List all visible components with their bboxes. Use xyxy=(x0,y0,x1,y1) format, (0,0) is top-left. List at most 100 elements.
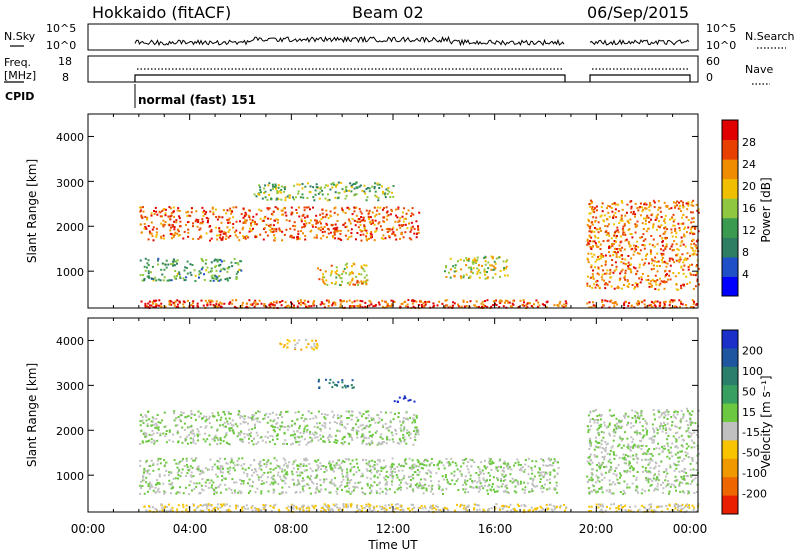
echo-cell xyxy=(680,284,682,287)
echo-cell xyxy=(210,486,213,489)
echo-cell xyxy=(243,463,246,465)
echo-cell xyxy=(418,484,421,487)
echo-cell xyxy=(675,467,678,470)
echo-cell xyxy=(219,491,222,494)
echo-cell xyxy=(670,416,673,418)
echo-cell xyxy=(600,252,603,255)
echo-cell xyxy=(186,260,189,263)
echo-cell xyxy=(284,459,287,462)
echo-cell xyxy=(146,275,149,278)
power-colorbar-cell xyxy=(722,178,738,199)
ground-scatter-cell xyxy=(206,302,209,304)
echo-cell xyxy=(462,462,465,465)
echo-cell xyxy=(368,237,370,240)
echo-cell xyxy=(696,253,699,256)
echo-cell xyxy=(397,206,400,209)
echo-cell xyxy=(456,468,459,471)
echo-cell xyxy=(277,465,280,468)
echo-cell xyxy=(650,285,653,288)
echo-cell xyxy=(626,285,629,288)
echo-cell xyxy=(627,240,630,243)
echo-cell xyxy=(157,489,160,492)
echo-cell xyxy=(670,231,673,234)
echo-cell xyxy=(228,443,231,446)
echo-cell xyxy=(328,462,331,465)
echo-cell xyxy=(587,252,590,255)
echo-cell xyxy=(648,452,651,455)
echo-cell xyxy=(397,416,400,418)
echo-cell xyxy=(589,453,592,456)
echo-cell xyxy=(632,210,635,213)
echo-cell xyxy=(177,473,180,476)
echo-cell xyxy=(399,427,402,430)
echo-cell xyxy=(464,491,467,494)
ground-scatter-cell xyxy=(388,304,391,307)
echo-cell xyxy=(443,478,445,481)
echo-cell xyxy=(147,484,150,487)
echo-cell xyxy=(351,410,354,413)
echo-cell xyxy=(621,219,624,222)
echo-cell xyxy=(237,413,240,416)
echo-cell xyxy=(472,267,475,270)
echo-cell xyxy=(172,433,175,436)
echo-cell xyxy=(507,464,510,466)
echo-cell xyxy=(680,475,683,478)
echo-cell xyxy=(479,485,481,488)
echo-cell xyxy=(637,457,640,460)
ground-scatter-cell xyxy=(263,305,266,308)
echo-cell xyxy=(281,491,284,493)
echo-cell xyxy=(630,422,633,425)
echo-cell xyxy=(173,412,175,415)
echo-cell xyxy=(597,267,600,270)
echo-cell xyxy=(656,252,659,255)
ground-scatter-cell xyxy=(453,302,456,305)
echo-cell xyxy=(355,206,358,209)
echo-cell xyxy=(355,471,358,474)
echo-cell xyxy=(408,457,411,460)
echo-cell xyxy=(663,421,665,424)
echo-cell xyxy=(326,236,328,239)
echo-cell xyxy=(351,183,354,186)
echo-cell xyxy=(306,476,309,479)
echo-cell xyxy=(402,421,405,424)
echo-cell xyxy=(324,426,327,429)
echo-cell xyxy=(601,273,604,276)
echo-cell xyxy=(350,232,353,235)
echo-cell xyxy=(638,266,641,269)
echo-cell xyxy=(315,234,318,237)
echo-cell xyxy=(620,261,623,263)
echo-cell xyxy=(473,480,476,482)
echo-cell xyxy=(328,382,331,385)
echo-cell xyxy=(177,234,180,237)
echo-cell xyxy=(658,465,661,467)
echo-cell xyxy=(146,262,149,265)
echo-cell xyxy=(168,430,171,433)
ground-scatter-cell xyxy=(601,300,604,303)
echo-cell xyxy=(484,263,487,266)
echo-cell xyxy=(595,418,598,421)
ground-scatter-cell xyxy=(463,305,466,308)
echo-cell xyxy=(653,206,656,209)
echo-cell xyxy=(355,193,358,196)
echo-cell xyxy=(381,437,384,440)
echo-cell xyxy=(342,223,345,226)
echo-cell xyxy=(682,268,685,271)
echo-cell xyxy=(199,235,202,238)
echo-cell xyxy=(642,263,645,266)
echo-cell xyxy=(595,244,598,247)
echo-cell xyxy=(305,469,308,472)
echo-cell xyxy=(195,482,198,485)
echo-cell xyxy=(200,488,203,491)
nsky-panel-frame xyxy=(87,23,699,51)
echo-cell xyxy=(365,199,368,202)
echo-cell xyxy=(595,469,598,472)
echo-cell xyxy=(618,435,621,438)
echo-cell xyxy=(197,410,200,413)
echo-cell xyxy=(449,276,452,279)
power-colorbar-cell xyxy=(722,198,738,219)
ground-scatter-cell xyxy=(368,299,371,302)
echo-cell xyxy=(591,286,594,289)
echo-cell xyxy=(151,485,154,488)
echo-cell xyxy=(235,220,238,223)
echo-cell xyxy=(654,288,657,290)
